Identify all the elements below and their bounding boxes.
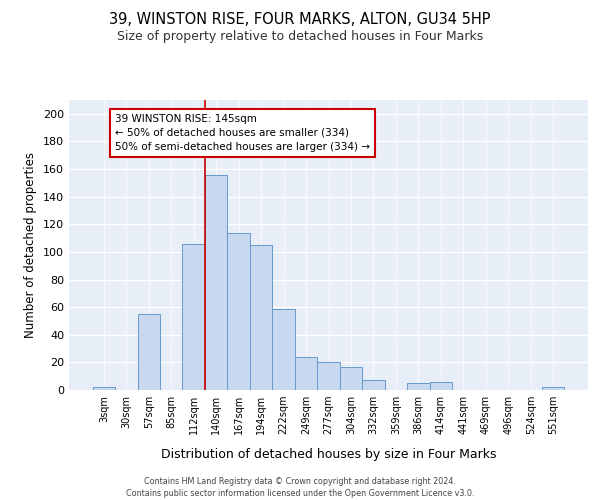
Y-axis label: Number of detached properties: Number of detached properties — [25, 152, 37, 338]
Text: Size of property relative to detached houses in Four Marks: Size of property relative to detached ho… — [117, 30, 483, 43]
Bar — [430, 382, 452, 390]
Bar — [340, 366, 362, 390]
Text: Contains HM Land Registry data © Crown copyright and database right 2024.
Contai: Contains HM Land Registry data © Crown c… — [126, 476, 474, 498]
Bar — [295, 357, 317, 390]
Bar — [362, 380, 385, 390]
Text: 39, WINSTON RISE, FOUR MARKS, ALTON, GU34 5HP: 39, WINSTON RISE, FOUR MARKS, ALTON, GU3… — [109, 12, 491, 28]
Bar — [272, 308, 295, 390]
X-axis label: Distribution of detached houses by size in Four Marks: Distribution of detached houses by size … — [161, 448, 496, 461]
Bar — [205, 174, 227, 390]
Bar — [250, 245, 272, 390]
Bar — [137, 314, 160, 390]
Bar — [317, 362, 340, 390]
Bar — [227, 232, 250, 390]
Bar — [92, 387, 115, 390]
Text: 39 WINSTON RISE: 145sqm
← 50% of detached houses are smaller (334)
50% of semi-d: 39 WINSTON RISE: 145sqm ← 50% of detache… — [115, 114, 370, 152]
Bar — [407, 383, 430, 390]
Bar — [542, 387, 565, 390]
Bar — [182, 244, 205, 390]
